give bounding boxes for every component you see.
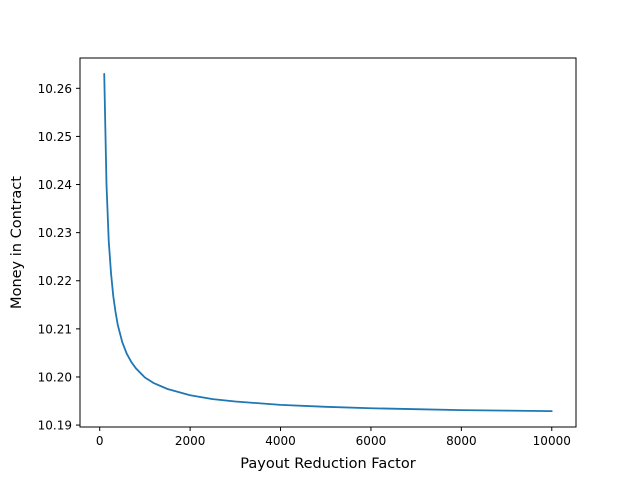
y-tick-label: 10.21 [38,322,72,336]
x-axis-ticks: 0 2000 4000 6000 8000 10000 [96,427,571,448]
series-line [103,72,553,413]
x-tick-label: 4000 [265,434,296,448]
x-tick-label: 2000 [175,434,206,448]
x-tick-label: 8000 [446,434,477,448]
plot-area [80,58,576,427]
y-tick-label: 10.26 [38,82,72,96]
y-tick-label: 10.20 [38,370,72,384]
x-tick-label: 6000 [356,434,387,448]
x-tick-label: 10000 [533,434,571,448]
x-axis-title: Payout Reduction Factor [240,456,415,472]
y-tick-label: 10.24 [38,178,72,192]
y-axis-title: Money in Contract [9,176,25,309]
y-tick-label: 10.23 [38,226,72,240]
plot-frame [79,57,577,428]
y-tick-label: 10.19 [38,419,72,433]
series-layer [103,72,553,413]
y-tick-label: 10.25 [38,130,72,144]
y-axis-ticks: 10.19 10.20 10.21 10.22 10.23 10.24 10.25 10.26 [38,82,80,433]
y-tick-label: 10.22 [38,274,72,288]
x-tick-label: 0 [96,434,104,448]
